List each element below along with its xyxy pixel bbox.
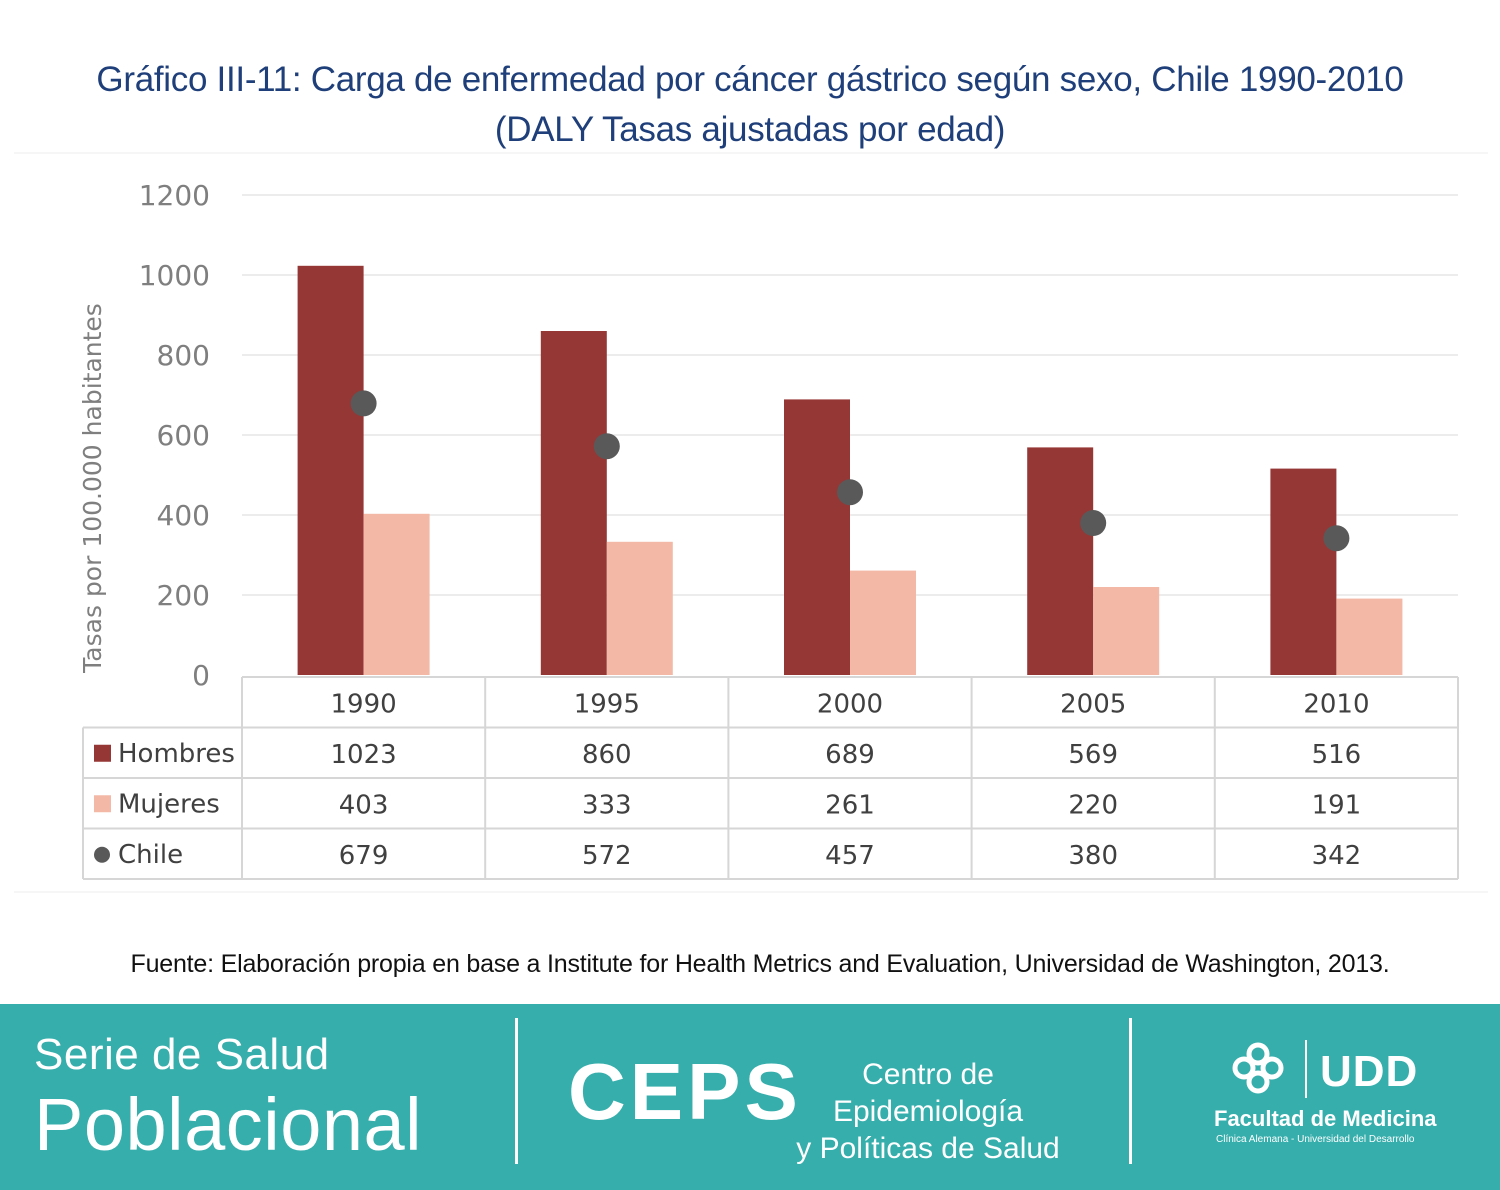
data-table-value: 572 [582,841,632,871]
legend-label: Chile [118,840,183,870]
data-table-value: 689 [825,740,875,770]
footer-divider [515,1018,518,1164]
y-tick-label: 1200 [139,179,210,212]
footer-banner: Serie de Salud Poblacional CEPS Centro d… [0,1004,1500,1190]
bar-hombres-2010 [1270,468,1337,675]
faculty-name: Facultad de Medicina [1214,1106,1437,1131]
data-table-value: 380 [1068,841,1118,871]
point-chile-1990 [350,390,377,417]
chart: 0 200 400 600 800 1000 1200 Tasas por 100.000 … [14,152,1488,893]
data-table-value: 220 [1068,790,1118,820]
y-tick-label: 400 [157,499,210,532]
point-chile-2005 [1080,510,1107,536]
data-table-value: 191 [1312,790,1362,820]
x-tick-label: 2005 [1060,689,1126,719]
bar-hombres-2005 [1027,447,1094,675]
x-tick-label: 2000 [817,689,883,719]
x-tick-label: 1990 [331,689,397,719]
data-table-value: 1023 [331,740,397,770]
ceps-subtitle-line2: y Políticas de Salud [796,1132,1060,1165]
data-table-value: 333 [582,790,632,820]
legend-swatch-mujeres [94,795,111,813]
data-table-value: 516 [1312,740,1362,770]
bar-hombres-2000 [784,399,850,675]
series-name-big: Poblacional [34,1083,423,1166]
y-tick-label: 200 [157,579,210,612]
series-name-small: Serie de Salud [34,1030,330,1079]
point-chile-2000 [837,479,863,506]
bar-mujeres-2000 [850,570,916,675]
ceps-logo-text: CEPS [568,1047,802,1136]
data-table-value: 403 [339,790,389,820]
y-tick-label: 600 [157,419,210,452]
source-note: Fuente: Elaboración propia en base a Ins… [130,950,1390,978]
bar-hombres-1995 [540,331,607,675]
chart-subtitle: (DALY Tasas ajustadas por edad) [494,110,1006,149]
bar-mujeres-1990 [363,513,430,675]
data-table-value: 261 [825,790,875,820]
ceps-subtitle-line1: Centro de Epidemiología [832,1058,1024,1128]
y-axis-label: Tasas por 100.000 habitantes [78,303,107,674]
data-table-value: 342 [1312,841,1362,871]
chile-points [350,390,1350,552]
y-tick-label: 0 [192,659,210,692]
data-table: 1990 1995 2000 2005 2010 Hombres 1023 860 689 569… [82,676,1459,880]
udd-logo: UDD [1232,1040,1418,1098]
data-table-value: 860 [582,740,632,770]
y-tick-label: 800 [157,339,210,372]
y-axis-ticks: 0 200 400 600 800 1000 1200 [139,179,210,692]
point-chile-2010 [1323,525,1350,552]
bar-mujeres-2005 [1093,587,1160,675]
legend-swatch-chile [94,846,110,863]
data-table-value: 457 [825,841,875,871]
bar-mujeres-2010 [1336,598,1403,675]
faculty-subtitle: Clínica Alemana - Universidad del Desarr… [1216,1134,1415,1145]
chart-title: Gráfico III-11: Carga de enfermedad por … [96,60,1404,99]
data-table-value: 679 [339,841,389,871]
ceps-subtitle: Centro de Epidemiología y Políticas de S… [783,1056,1073,1167]
legend-label: Mujeres [118,789,220,819]
clover-icon [1232,1042,1284,1094]
data-table-value: 569 [1068,740,1118,770]
point-chile-1995 [593,433,620,460]
y-tick-label: 1000 [139,259,210,292]
bars [297,265,1403,675]
bar-hombres-1990 [297,265,364,675]
x-tick-label: 1995 [574,689,640,719]
udd-logo-text: UDD [1320,1047,1418,1096]
footer-divider [1129,1018,1132,1164]
x-tick-label: 2010 [1303,689,1369,719]
legend-swatch-hombres [94,744,111,762]
bar-mujeres-1995 [606,541,673,675]
legend-label: Hombres [118,739,235,769]
